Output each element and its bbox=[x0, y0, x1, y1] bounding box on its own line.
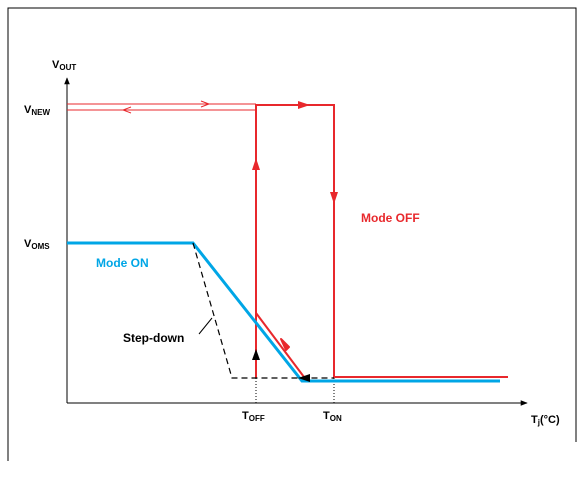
t-on-label: TON bbox=[323, 410, 342, 423]
mode-off-return-line bbox=[255, 312, 305, 378]
mode-on-curve bbox=[67, 241, 500, 383]
v-new-left-arrow bbox=[121, 106, 132, 114]
mode-off-up-arrow bbox=[252, 158, 260, 170]
figure-frame bbox=[7, 7, 577, 461]
step-down-up-arrow bbox=[252, 349, 260, 360]
mode-off-return-arrow bbox=[280, 338, 290, 351]
y-axis-label: VOUT bbox=[52, 59, 76, 72]
mode-on-label: Mode ON bbox=[96, 256, 149, 270]
mode-off-right-arrow bbox=[298, 101, 310, 109]
x-axis-label: Tj(°C) bbox=[531, 414, 560, 427]
step-down-curve bbox=[192, 242, 334, 379]
step-down-label: Step-down bbox=[123, 331, 184, 345]
mode-off-curve bbox=[255, 104, 508, 378]
v-new-right-arrow bbox=[200, 100, 211, 108]
step-down-leader bbox=[198, 317, 213, 335]
step-down-left-arrow bbox=[298, 374, 310, 382]
mode-off-label: Mode OFF bbox=[361, 211, 420, 225]
v-oms-label: VOMS bbox=[24, 238, 50, 251]
v-new-label: VNEW bbox=[24, 104, 50, 117]
t-off-label: TOFF bbox=[242, 410, 265, 423]
mode-off-down-arrow bbox=[330, 192, 338, 204]
